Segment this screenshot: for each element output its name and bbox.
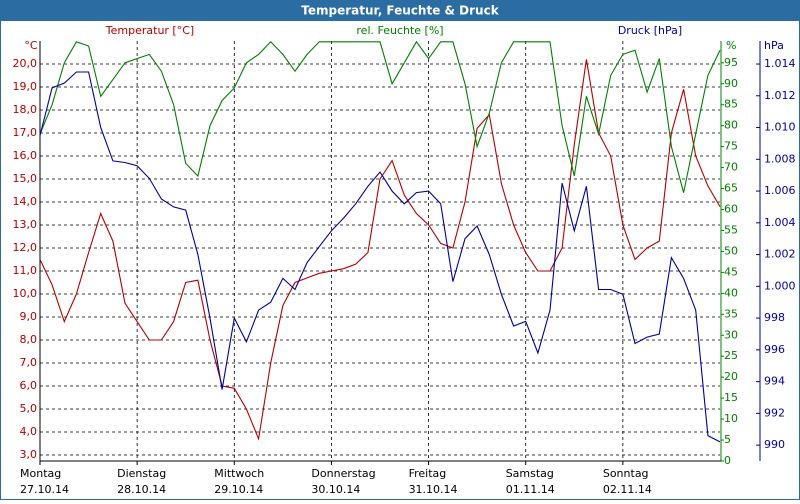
x-tick-label: 27.10.14 [20, 483, 69, 496]
y-tick-label: 7,0 [20, 356, 38, 369]
y-tick-label: 19,0 [13, 80, 38, 93]
y3-tick-label: 994 [764, 375, 785, 388]
y2-tick-label: 75 [724, 140, 738, 153]
y-tick-label: 20,0 [13, 57, 38, 70]
x-tick-day: Sonntag [603, 467, 649, 480]
y-tick-label: 3,0 [20, 448, 38, 461]
y2-tick-label: 70 [724, 161, 738, 174]
y-tick-label: 18,0 [13, 103, 38, 116]
legend-label: Druck [hPa] [618, 24, 682, 37]
y2-tick-label: 45 [724, 265, 738, 278]
x-tick-day: Freitag [409, 467, 447, 480]
y2-tick-label: 0 [724, 454, 731, 467]
y2-tick-label: 85 [724, 98, 738, 111]
series-line [39, 40, 721, 193]
x-tick-label: 30.10.14 [311, 483, 360, 496]
y2-axis-unit: % [726, 39, 736, 52]
y3-tick-label: 990 [764, 438, 785, 451]
x-tick-label: 29.10.14 [214, 483, 263, 496]
y2-tick-label: 80 [724, 119, 738, 132]
x-tick-day: Mittwoch [214, 467, 264, 480]
y-tick-label: 9,0 [20, 310, 38, 323]
title-bar [0, 0, 800, 21]
y2-tick-label: 30 [724, 328, 738, 341]
x-tick-label: 02.11.14 [603, 483, 652, 496]
y3-tick-label: 998 [764, 311, 785, 324]
y2-tick-label: 65 [724, 182, 738, 195]
y-tick-label: 14,0 [13, 195, 38, 208]
y2-tick-label: 35 [724, 307, 738, 320]
y-tick-label: 11,0 [13, 264, 38, 277]
chart-title: Temperatur, Feuchte & Druck [301, 4, 499, 18]
y-tick-label: 4,0 [20, 425, 38, 438]
y-tick-label: 8,0 [20, 333, 38, 346]
x-tick-day: Samstag [506, 467, 554, 480]
y2-tick-label: 50 [724, 244, 738, 257]
y-axis-unit: °C [24, 39, 38, 52]
y3-tick-label: 992 [764, 406, 785, 419]
y3-tick-label: 1.012 [764, 89, 796, 102]
y3-axis-unit: hPa [764, 39, 784, 52]
y-tick-label: 6,0 [20, 379, 38, 392]
y3-tick-label: 1.006 [764, 184, 796, 197]
series-line [39, 71, 721, 443]
y2-tick-label: 40 [724, 286, 738, 299]
y3-tick-label: 996 [764, 343, 785, 356]
x-tick-label: 01.11.14 [506, 483, 555, 496]
y2-tick-label: 95 [724, 56, 738, 69]
y3-tick-label: 1.008 [764, 152, 796, 165]
x-tick-label: 28.10.14 [117, 483, 166, 496]
legend-label: rel. Feuchte [%] [356, 24, 443, 37]
x-tick-day: Montag [20, 467, 61, 480]
x-tick-day: Dienstag [117, 467, 166, 480]
y-tick-label: 10,0 [13, 287, 38, 300]
y2-tick-label: 15 [724, 391, 738, 404]
y2-tick-label: 10 [724, 412, 738, 425]
y2-tick-label: 25 [724, 349, 738, 362]
legend-label: Temperatur [°C] [105, 24, 194, 37]
y2-tick-label: 20 [724, 370, 738, 383]
y-tick-label: 12,0 [13, 241, 38, 254]
y-tick-label: 16,0 [13, 149, 38, 162]
x-tick-day: Donnerstag [311, 467, 375, 480]
y3-tick-label: 1.000 [764, 279, 796, 292]
y2-tick-label: 90 [724, 77, 738, 90]
y2-tick-label: 55 [724, 223, 738, 236]
y3-tick-label: 1.014 [764, 57, 796, 70]
y3-tick-label: 1.002 [764, 248, 796, 261]
y-tick-label: 15,0 [13, 172, 38, 185]
x-tick-label: 31.10.14 [409, 483, 458, 496]
y-tick-label: 5,0 [20, 402, 38, 415]
y2-tick-label: 60 [724, 203, 738, 216]
series-line [39, 59, 721, 441]
y3-tick-label: 1.010 [764, 121, 796, 134]
y2-tick-label: 5 [724, 433, 731, 446]
y-tick-label: 17,0 [13, 126, 38, 139]
y-tick-label: 13,0 [13, 218, 38, 231]
y3-tick-label: 1.004 [764, 216, 796, 229]
